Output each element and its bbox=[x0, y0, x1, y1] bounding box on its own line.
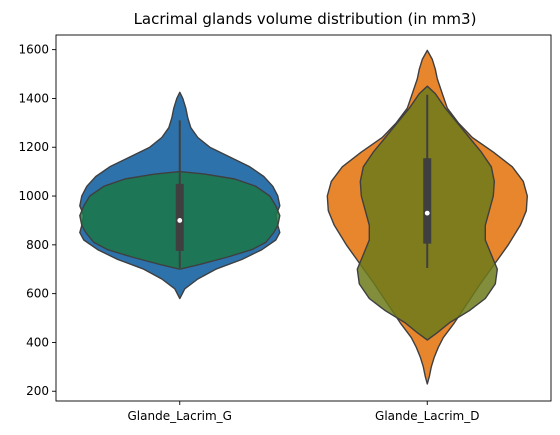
plot-frame bbox=[55, 34, 552, 402]
y-tick-label: 1200 bbox=[18, 140, 49, 154]
y-tick-label: 1400 bbox=[18, 91, 49, 105]
y-axis: 200 400 600 800 1000 1200 1400 1600 bbox=[18, 43, 56, 398]
y-tick-label: 200 bbox=[26, 384, 49, 398]
iqr-box-glande-lacrim-d bbox=[423, 158, 432, 244]
y-tick-label: 1600 bbox=[18, 43, 49, 57]
y-tick-label: 600 bbox=[26, 287, 49, 301]
chart-title: Lacrimal glands volume distribution (in … bbox=[134, 10, 477, 28]
median-marker-glande-lacrim-d bbox=[424, 210, 430, 216]
x-category-label: Glande_Lacrim_D bbox=[375, 409, 479, 423]
iqr-box-glande-lacrim-g bbox=[175, 183, 184, 251]
y-tick-label: 1000 bbox=[18, 189, 49, 203]
y-tick-label: 400 bbox=[26, 335, 49, 349]
x-category-label: Glande_Lacrim_G bbox=[128, 409, 232, 423]
x-axis: Glande_Lacrim_G Glande_Lacrim_D bbox=[128, 401, 479, 423]
violin-layer bbox=[79, 49, 528, 385]
median-marker-glande-lacrim-g bbox=[177, 218, 183, 223]
y-tick-label: 800 bbox=[26, 238, 49, 252]
box-layer bbox=[175, 94, 432, 269]
